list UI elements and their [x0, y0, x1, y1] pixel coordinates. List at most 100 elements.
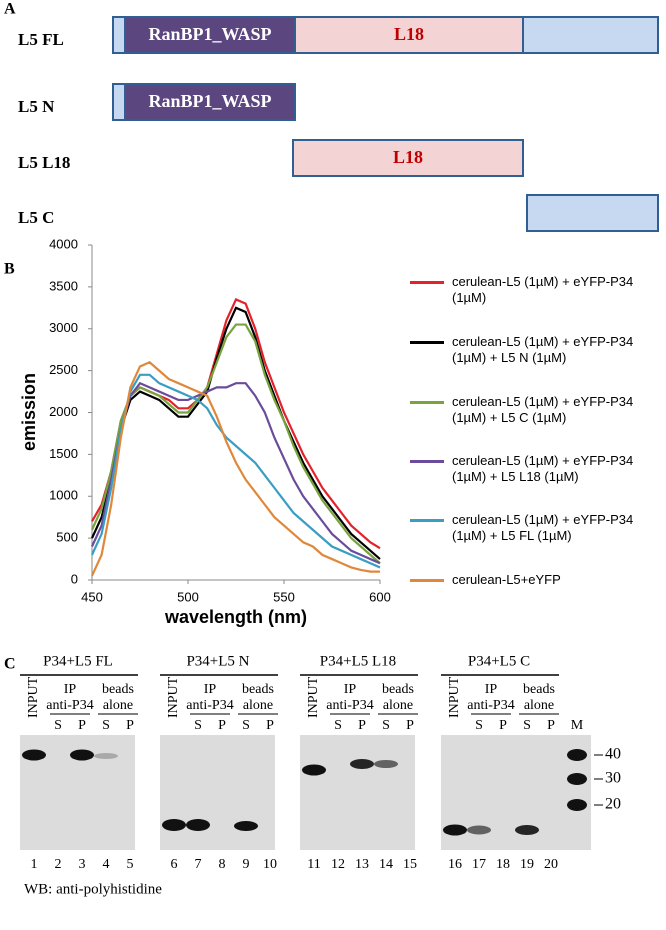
band	[94, 753, 118, 759]
fraction-label: S	[334, 718, 342, 733]
legend-swatch	[410, 579, 444, 582]
fraction-label: P	[126, 718, 134, 733]
legend-entry: cerulean-L5+eYFP	[410, 572, 660, 588]
lane-number: 9	[243, 857, 250, 872]
band	[162, 819, 186, 831]
lane-number: 3	[79, 857, 86, 872]
domain-label: RanBP1_WASP	[148, 24, 271, 44]
legend-swatch	[410, 281, 444, 284]
lane-number: 16	[448, 857, 462, 872]
lane-number: 15	[403, 857, 417, 872]
band	[302, 764, 326, 776]
column-label: IP	[344, 682, 357, 697]
fraction-label: P	[499, 718, 507, 733]
column-label: alone	[103, 698, 133, 713]
band	[186, 819, 210, 831]
fraction-label: S	[194, 718, 202, 733]
domain-box	[526, 194, 659, 232]
panel-label: A	[4, 1, 16, 18]
x-tick-label: 550	[273, 589, 295, 604]
fraction-label: P	[547, 718, 555, 733]
legend-label: cerulean-L5 (1µM) + eYFP-P34 (1µM) + L5 …	[452, 334, 634, 365]
y-tick-label: 3500	[49, 278, 78, 293]
marker-label: M	[571, 718, 584, 733]
legend-entry: cerulean-L5 (1µM) + eYFP-P34 (1µM)	[410, 274, 660, 306]
legend-label: cerulean-L5 (1µM) + eYFP-P34 (1µM)	[452, 274, 634, 305]
legend-entry: cerulean-L5 (1µM) + eYFP-P34 (1µM) + L5 …	[410, 512, 660, 544]
lane-number: 12	[331, 857, 345, 872]
blot-title: P34+L5 L18	[320, 653, 396, 669]
column-label: alone	[243, 698, 273, 713]
column-label: beads	[523, 682, 555, 697]
column-label: anti-P34	[186, 698, 233, 713]
series-line	[91, 373, 381, 569]
band	[350, 759, 374, 769]
band	[443, 824, 467, 836]
lane-number: 7	[195, 857, 202, 872]
fraction-label: S	[54, 718, 62, 733]
blot-image	[300, 735, 415, 850]
x-tick-label: 500	[177, 589, 199, 604]
column-label: beads	[382, 682, 414, 697]
column-label: beads	[102, 682, 134, 697]
y-tick-label: 3000	[49, 320, 78, 335]
y-tick-label: 1000	[49, 488, 78, 503]
column-label: anti-P34	[46, 698, 93, 713]
marker-band	[567, 799, 587, 811]
fraction-label: S	[382, 718, 390, 733]
domain-label: L18	[394, 24, 424, 44]
domain-box	[292, 139, 524, 177]
fraction-label: S	[523, 718, 531, 733]
column-label: IP	[204, 682, 217, 697]
column-label: alone	[524, 698, 554, 713]
fraction-label: S	[102, 718, 110, 733]
marker-size: 30	[605, 770, 621, 787]
band	[22, 749, 46, 761]
lane-number: 10	[263, 857, 277, 872]
column-label: INPUT	[26, 676, 41, 718]
lane-number: 19	[520, 857, 534, 872]
legend-swatch	[410, 401, 444, 404]
lane-number: 8	[219, 857, 226, 872]
y-tick-label: 1500	[49, 446, 78, 461]
fraction-label: P	[218, 718, 226, 733]
column-label: IP	[485, 682, 498, 697]
blot-title: P34+L5 N	[186, 653, 249, 669]
band	[70, 749, 94, 761]
column-label: alone	[383, 698, 413, 713]
y-tick-label: 2500	[49, 362, 78, 377]
series-line	[91, 360, 380, 577]
legend-swatch	[410, 341, 444, 344]
marker-size: 40	[605, 746, 621, 763]
legend-swatch	[410, 519, 444, 522]
legend-label: cerulean-L5 (1µM) + eYFP-P34 (1µM) + L5 …	[452, 512, 634, 543]
marker-band	[567, 773, 587, 785]
band	[467, 825, 491, 835]
lane-number: 1	[31, 857, 38, 872]
band	[234, 821, 258, 831]
legend-label: cerulean-L5 (1µM) + eYFP-P34 (1µM) + L5 …	[452, 453, 634, 484]
y-axis-label: emission	[19, 373, 39, 451]
blot-title: P34+L5 C	[468, 653, 530, 669]
footer: WB: anti-polyhistidine	[24, 881, 162, 897]
fraction-label: S	[475, 718, 483, 733]
construct-name: L5 C	[18, 208, 54, 227]
column-label: anti-P34	[467, 698, 514, 713]
fraction-label: P	[266, 718, 274, 733]
x-tick-label: 600	[369, 589, 391, 604]
lane-number: 20	[544, 857, 558, 872]
series-line	[91, 323, 381, 565]
fraction-label: P	[78, 718, 86, 733]
series-line	[91, 381, 381, 565]
lane-number: 5	[127, 857, 134, 872]
domain-box	[124, 16, 296, 54]
lane-number: 13	[355, 857, 369, 872]
legend-label: cerulean-L5+eYFP	[452, 572, 561, 587]
lane-number: 4	[103, 857, 110, 872]
marker-size: 20	[605, 796, 621, 813]
panel-label: C	[4, 656, 16, 673]
legend-swatch	[410, 460, 444, 463]
column-label: IP	[64, 682, 77, 697]
y-tick-label: 4000	[49, 236, 78, 251]
lane-number: 17	[472, 857, 486, 872]
